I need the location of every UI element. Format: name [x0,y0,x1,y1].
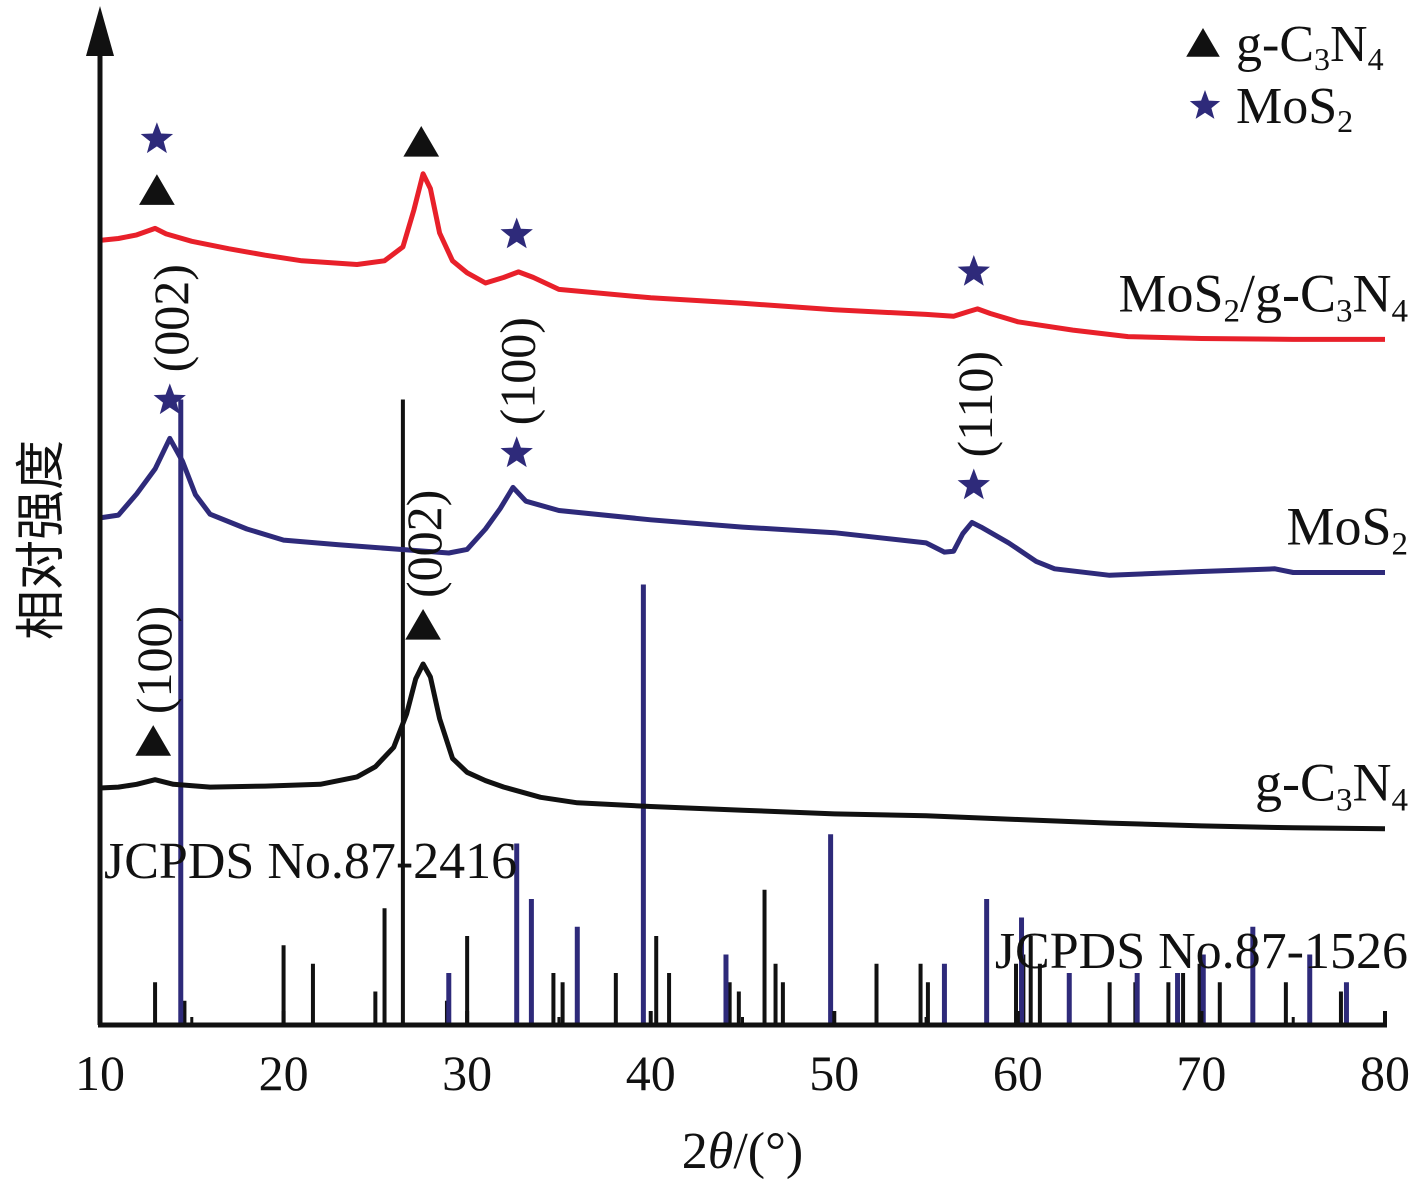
star-peak-marker [153,383,186,415]
curve-group [99,171,1386,832]
x-tick-label: 80 [1360,1045,1410,1101]
legend: g-C3​N4​MoS2​ [1186,16,1384,139]
y-axis-label: 相对强度 [12,440,70,640]
x-tick-label: 70 [1176,1045,1226,1101]
star-peak-marker [500,217,533,249]
x-tick-label: 60 [993,1045,1043,1101]
star-peak-marker [500,436,533,468]
series-label: MoS2​/g-C3​N4​ [1118,263,1408,329]
legend-star-icon [1189,90,1221,119]
x-axis-label: 2θ/(°) [682,1123,803,1180]
series-line [99,171,1385,342]
legend-triangle-icon [1186,28,1220,57]
x-tick-label: 50 [809,1045,859,1101]
legend-label: g-C3​N4​ [1236,16,1384,77]
star-peak-marker [957,255,990,286]
reference-label: JCPDS No.87-2416 [104,833,517,890]
hkl-label: (100) [490,317,546,425]
triangle-peak-marker [139,174,175,205]
series-line [99,435,1385,578]
series-label: MoS2​ [1286,496,1408,562]
axes-group: 相对强度 2θ/(°) [12,6,1387,1180]
star-peak-marker [957,468,990,500]
x-tick-group: 10 20 30 40 50 60 70 80 [75,1011,1410,1101]
y-axis-arrow [86,6,114,56]
series-line [99,661,1386,832]
x-tick-label: 10 [75,1045,125,1101]
reference-pattern-group [153,399,1349,1024]
x-tick-label: 30 [442,1045,492,1101]
x-tick-label: 20 [259,1045,309,1101]
series-label: g-C3​N4​ [1255,753,1408,819]
triangle-peak-marker [405,609,441,640]
triangle-peak-marker [403,126,440,157]
x-tick-label: 40 [626,1045,676,1101]
hkl-label: (002) [396,490,452,598]
hkl-label: (110) [947,351,1003,457]
peak-marker-group [135,122,990,756]
series-label-group: MoS2​/g-C3​N4​ MoS2​ g-C3​N4​ JCPDS No.87-2… [104,263,1408,980]
star-peak-marker [140,122,174,154]
peak-label-group: (002) (100) (110) (100) (002) [126,264,1003,714]
triangle-peak-marker [135,725,172,756]
hkl-label: (100) [126,606,182,714]
hkl-label: (002) [143,264,199,372]
legend-label: MoS2​ [1236,78,1353,139]
reference-label: JCPDS No.87-1526 [995,923,1408,980]
